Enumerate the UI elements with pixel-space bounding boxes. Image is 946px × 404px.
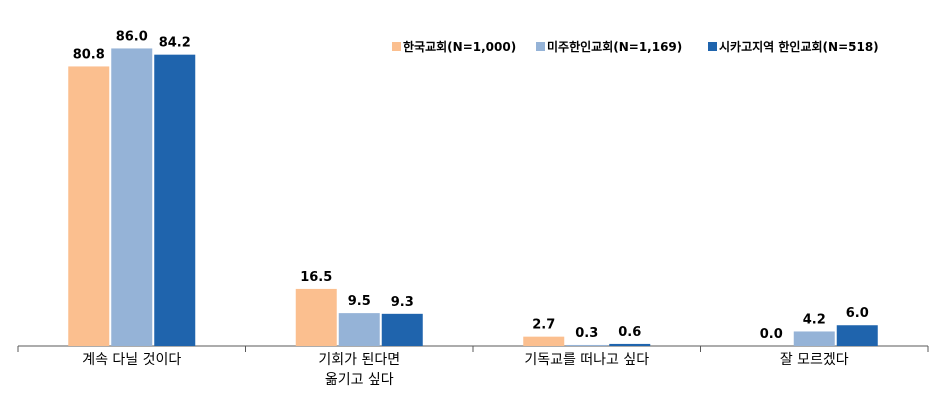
legend-label: 한국교회(N=1,000) [403, 39, 516, 54]
bar [295, 288, 337, 346]
data-label: 2.7 [532, 318, 555, 333]
legend-swatch [536, 42, 545, 51]
category-label: 잘 모르겠다 [780, 352, 849, 368]
bar [338, 313, 380, 346]
bars [68, 48, 878, 346]
bar [523, 336, 565, 346]
data-label: 0.6 [618, 325, 641, 340]
legend-swatch [708, 42, 717, 51]
category-label: 기독교를 떠나고 싶다 [524, 352, 649, 368]
legend-swatch [392, 42, 401, 51]
bar [609, 343, 651, 346]
data-label: 6.0 [846, 306, 869, 321]
category-label: 계속 다닐 것이다 [82, 352, 181, 368]
data-label: 16.5 [300, 270, 332, 285]
category-label-line: 옮기고 싶다 [325, 372, 394, 388]
data-label: 4.2 [803, 312, 826, 327]
data-label: 0.3 [575, 326, 598, 341]
category-label-line: 기독교를 떠나고 싶다 [524, 352, 649, 368]
bar [154, 54, 196, 346]
data-label: 9.3 [391, 295, 414, 310]
bar [381, 313, 423, 346]
category-label-line: 잘 모르겠다 [780, 352, 849, 368]
legend-label: 시카고지역 한인교회(N=518) [719, 39, 879, 54]
data-label: 84.2 [159, 36, 191, 51]
category-label-line: 기회가 된다면 [318, 352, 400, 368]
bar [68, 66, 110, 346]
bar [566, 344, 608, 346]
data-label: 86.0 [116, 29, 148, 44]
bar [111, 48, 153, 346]
bar [836, 325, 878, 346]
legend: 한국교회(N=1,000) 미주한인교회(N=1,169) 시카고지역 한인교회(N… [392, 39, 879, 54]
category-label-line: 계속 다닐 것이다 [82, 352, 181, 368]
data-label: 9.5 [348, 294, 371, 309]
data-label: 0.0 [760, 327, 783, 342]
x-axis-ticks [17, 346, 929, 352]
data-label: 80.8 [73, 47, 105, 62]
value-labels: 80.8 86.0 84.2 16.5 9.5 9.3 2.7 0.3 0.6 0.0 4.2 6.0 [73, 29, 869, 342]
legend-label: 미주한인교회(N=1,169) [547, 39, 682, 54]
bar [793, 331, 835, 346]
